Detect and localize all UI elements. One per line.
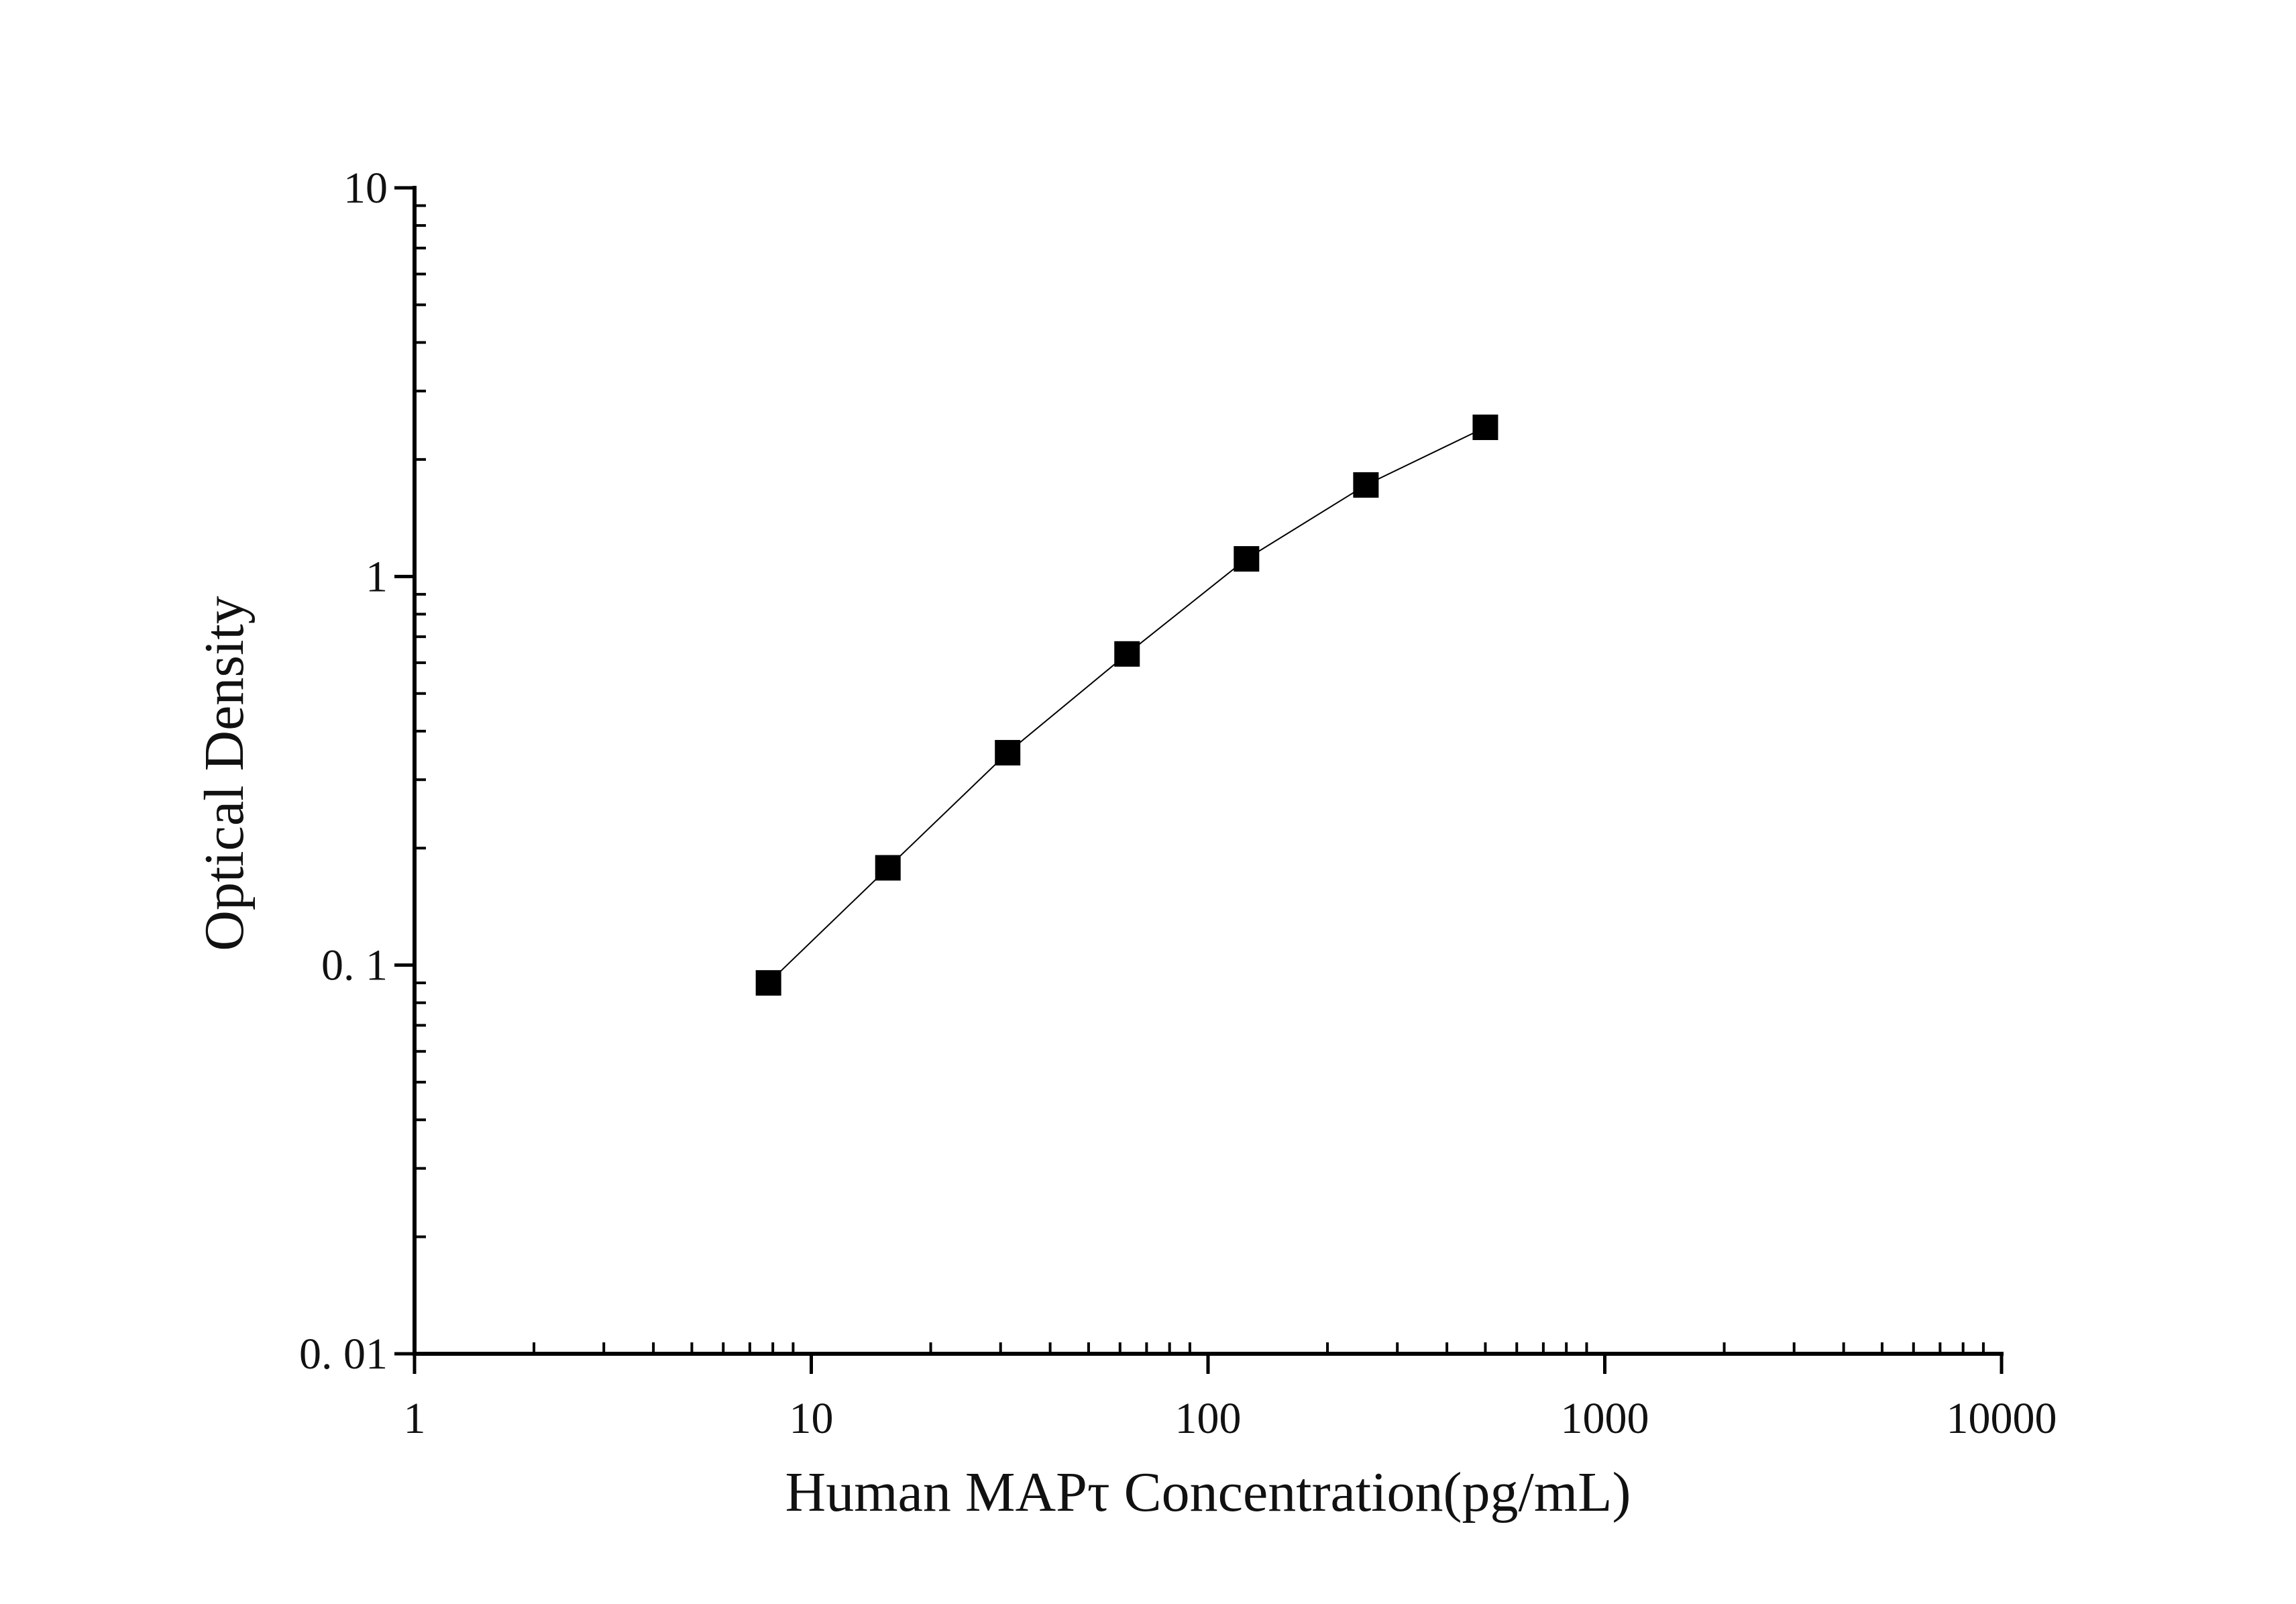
data-point <box>1114 641 1140 667</box>
data-point <box>1472 414 1498 440</box>
y-tick-label: 1 <box>366 552 388 601</box>
y-tick-labels: 0. 01 0. 1 1 10 <box>299 164 388 1379</box>
y-tick-label: 0. 01 <box>299 1330 388 1379</box>
data-markers <box>755 414 1498 996</box>
x-tick-labels: 1 10 100 1000 10000 <box>404 1394 2057 1443</box>
data-point <box>875 855 901 881</box>
data-point <box>755 970 781 996</box>
x-tick-label: 100 <box>1175 1394 1242 1443</box>
y-tick-label: 10 <box>343 164 388 213</box>
data-point <box>995 740 1021 766</box>
data-point <box>1234 546 1260 572</box>
x-axis-title: Human MAPτ Concentration(pg/mL) <box>785 1461 1631 1523</box>
major-ticks <box>394 186 2004 1374</box>
y-axis-title: Optical Density <box>193 596 256 951</box>
x-tick-label: 10 <box>789 1394 834 1443</box>
y-tick-label: 0. 1 <box>321 941 388 990</box>
x-tick-label: 10000 <box>1947 1394 2057 1443</box>
data-point <box>1353 472 1379 498</box>
x-tick-label: 1 <box>404 1394 426 1443</box>
series-line <box>768 427 1486 983</box>
x-tick-label: 1000 <box>1561 1394 1649 1443</box>
minor-ticks <box>415 204 1985 1354</box>
